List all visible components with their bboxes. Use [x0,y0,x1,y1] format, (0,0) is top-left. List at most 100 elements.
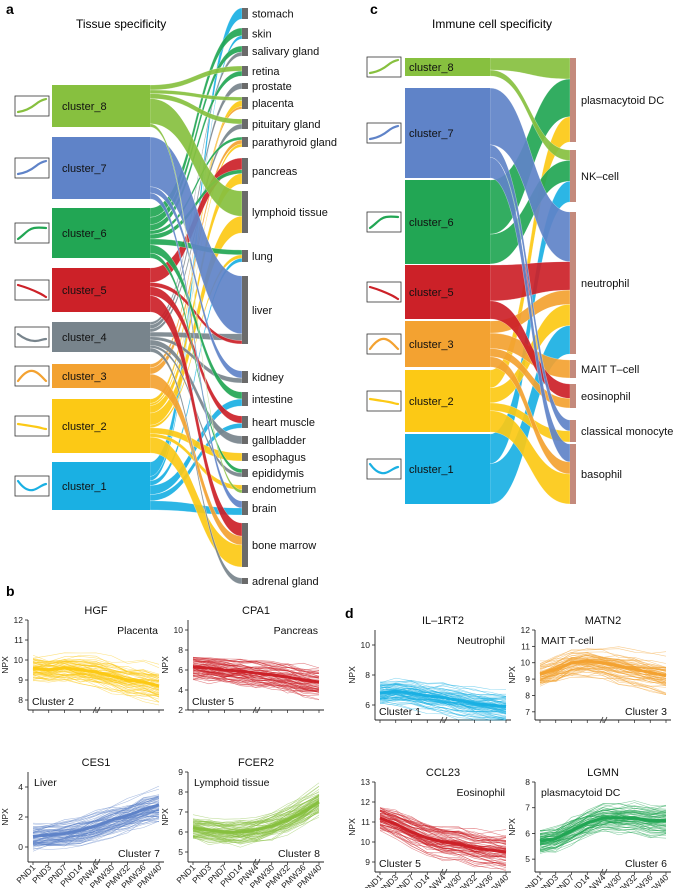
y-label: NPX [160,808,170,826]
axis-break [603,868,608,876]
y-tick-label: 6 [178,665,183,675]
trend-icon-c-cluster_2 [366,390,402,412]
source-label-cluster_4: cluster_4 [62,332,107,344]
cluster-label: Cluster 6 [625,858,667,870]
target-label-5: classical monocyte [581,426,673,438]
target-label-15: gallbladder [252,435,306,447]
target-label-2: salivary gland [252,46,319,58]
y-tick-label: 11 [521,641,530,651]
target-bar-21 [242,578,248,584]
mean-line [379,816,507,854]
plot-title: FCER2 [238,757,274,769]
y-tick-label: 12 [521,625,531,635]
source-label-cluster_1: cluster_1 [409,464,454,476]
mean-line [192,800,320,834]
tissue-label: Pancreas [274,625,318,637]
source-label-cluster_2: cluster_2 [62,421,107,433]
trend-icon-a-cluster_6 [14,222,50,244]
source-label-cluster_3: cluster_3 [409,339,454,351]
y-label: NPX [507,666,517,684]
target-bar-6 [242,119,248,129]
target-bar-3 [242,66,248,76]
target-bar-0 [570,58,576,142]
target-bar-7 [242,137,248,147]
mean-line [32,803,160,838]
source-label-cluster_7: cluster_7 [409,128,454,140]
target-label-13: intestine [252,394,293,406]
axis-break [443,716,448,724]
y-label: NPX [0,808,10,826]
panel-c-letter: c [370,1,378,17]
source-label-cluster_7: cluster_7 [62,163,107,175]
trend-icon-c-cluster_3 [366,333,402,355]
y-tick-label: 9 [178,767,183,777]
y-label: NPX [160,656,170,674]
target-bar-10 [242,250,248,262]
cluster-label: Cluster 2 [32,696,74,708]
target-bar-3 [570,360,576,378]
target-bar-5 [242,97,248,109]
y-tick-label: 11 [14,635,23,645]
line-plots: HGF 8 9 10 11 12 NPX Placenta Cluster 2 CPA1 2 4 6 8 1… [0,605,671,888]
target-bar-20 [242,523,248,567]
target-label-0: plasmacytoid DC [581,95,664,107]
plot-title: MATN2 [585,615,621,627]
sample-lines [32,652,160,706]
tissue-label: Eosinophil [457,787,505,799]
axis-break [603,716,608,724]
y-tick-label: 9 [365,857,370,867]
target-label-6: pituitary gland [252,119,321,131]
mean-line [32,666,160,688]
target-label-20: bone marrow [252,540,316,552]
target-label-4: prostate [252,81,292,93]
axis-break [96,706,101,714]
tissue-label: MAIT T-cell [541,635,594,647]
source-node-cluster_3 [405,321,490,367]
sankey-c-flows [489,57,571,505]
trend-icon-a-cluster_8 [14,95,50,117]
y-tick-label: 5 [525,854,530,864]
cluster-label: Cluster 3 [625,706,667,718]
lineplot-CPA1: CPA1 2 4 6 8 10 NPX Pancreas Cluster 5 [160,605,324,715]
target-bar-2 [242,46,248,56]
axis-break [599,716,604,724]
target-bar-9 [242,191,248,233]
target-label-12: kidney [252,372,284,384]
source-node-cluster_5 [405,265,490,319]
sankey-immune: cluster_8 cluster_7 cluster_6 cluster_5clus… [366,56,673,505]
y-tick-label: 8 [178,787,183,797]
plot-title: CPA1 [242,605,270,617]
source-node-cluster_2 [405,370,490,432]
sample-lines [539,800,667,854]
y-tick-label: 13 [361,777,371,787]
cluster-label: Cluster 1 [379,706,421,718]
plot-title: LGMN [587,767,619,779]
mean-line [539,816,666,843]
source-label-cluster_5: cluster_5 [62,285,107,297]
axis-break [252,858,257,866]
source-node-cluster_7 [52,137,150,199]
y-tick-label: 12 [361,797,371,807]
cluster-label: Cluster 5 [379,858,421,870]
y-tick-label: 8 [525,777,530,787]
target-bar-18 [242,485,248,493]
plot-title: IL–1RT2 [422,615,464,627]
source-label-cluster_8: cluster_8 [409,62,454,74]
trend-icon-a-cluster_1 [14,475,50,497]
y-tick-label: 10 [174,625,184,635]
y-tick-label: 8 [365,670,370,680]
trend-icon-c-cluster_1 [366,458,402,480]
source-label-cluster_8: cluster_8 [62,101,107,113]
tissue-label: Neutrophil [457,635,505,647]
axis-break [439,716,444,724]
plot-title: HGF [84,605,108,617]
source-node-cluster_6 [52,208,150,258]
target-label-11: liver [252,305,273,317]
target-bar-16 [242,453,248,461]
